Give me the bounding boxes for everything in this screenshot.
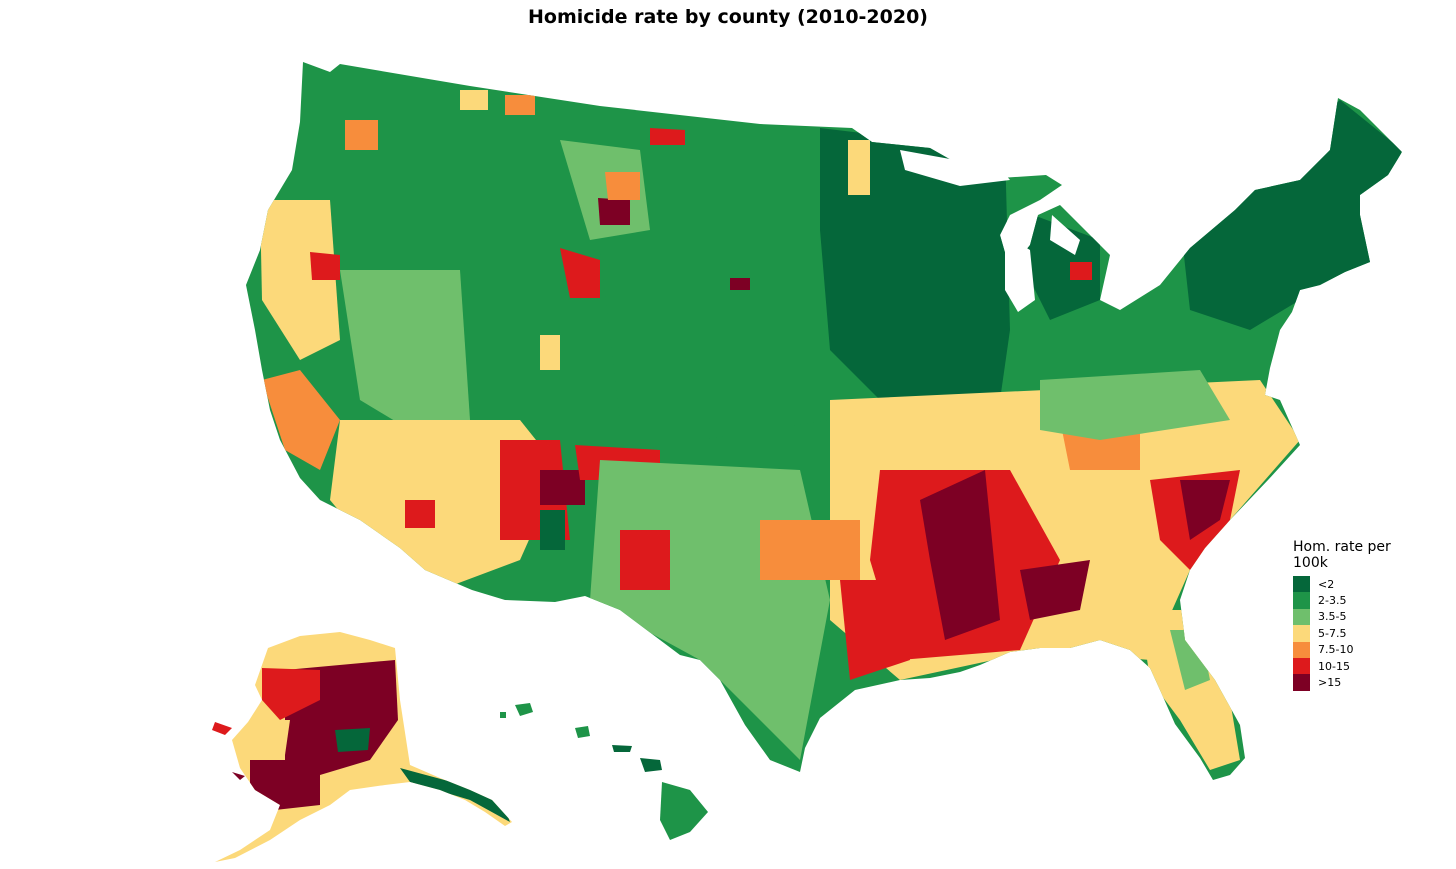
legend-label: 3.5-5 [1318, 610, 1347, 624]
legend-label: 5-7.5 [1318, 626, 1347, 640]
map-title: Homicide rate by county (2010-2020) [528, 6, 928, 28]
legend-swatch [1293, 576, 1310, 593]
legend-item: 2-3.5 [1293, 592, 1403, 609]
legend: Hom. rate per 100k <2 2-3.5 3.5-5 5-7.5 7.5-… [1293, 539, 1403, 691]
legend-title: Hom. rate per 100k [1293, 539, 1391, 571]
legend-item: <2 [1293, 576, 1403, 593]
legend-swatch [1293, 592, 1310, 609]
legend-swatch [1293, 608, 1310, 626]
legend-label: 2-3.5 [1318, 594, 1347, 608]
legend-label: <2 [1318, 577, 1335, 591]
alaska [212, 632, 512, 862]
legend-item: 7.5-10 [1293, 641, 1403, 658]
contiguous-us [246, 62, 1402, 780]
hawaii [500, 703, 708, 840]
legend-swatch [1293, 625, 1310, 642]
legend-swatch [1293, 657, 1310, 675]
legend-label: 10-15 [1318, 659, 1350, 673]
legend-swatch [1293, 674, 1310, 691]
legend-item: 10-15 [1293, 657, 1403, 675]
legend-item: 5-7.5 [1293, 625, 1403, 642]
legend-item: 3.5-5 [1293, 608, 1403, 626]
legend-item: >15 [1293, 674, 1403, 691]
legend-label: 7.5-10 [1318, 643, 1354, 657]
legend-items: <2 2-3.5 3.5-5 5-7.5 7.5-10 10-15 >15 [1293, 576, 1403, 691]
legend-label: >15 [1318, 676, 1342, 690]
legend-swatch [1293, 641, 1310, 658]
